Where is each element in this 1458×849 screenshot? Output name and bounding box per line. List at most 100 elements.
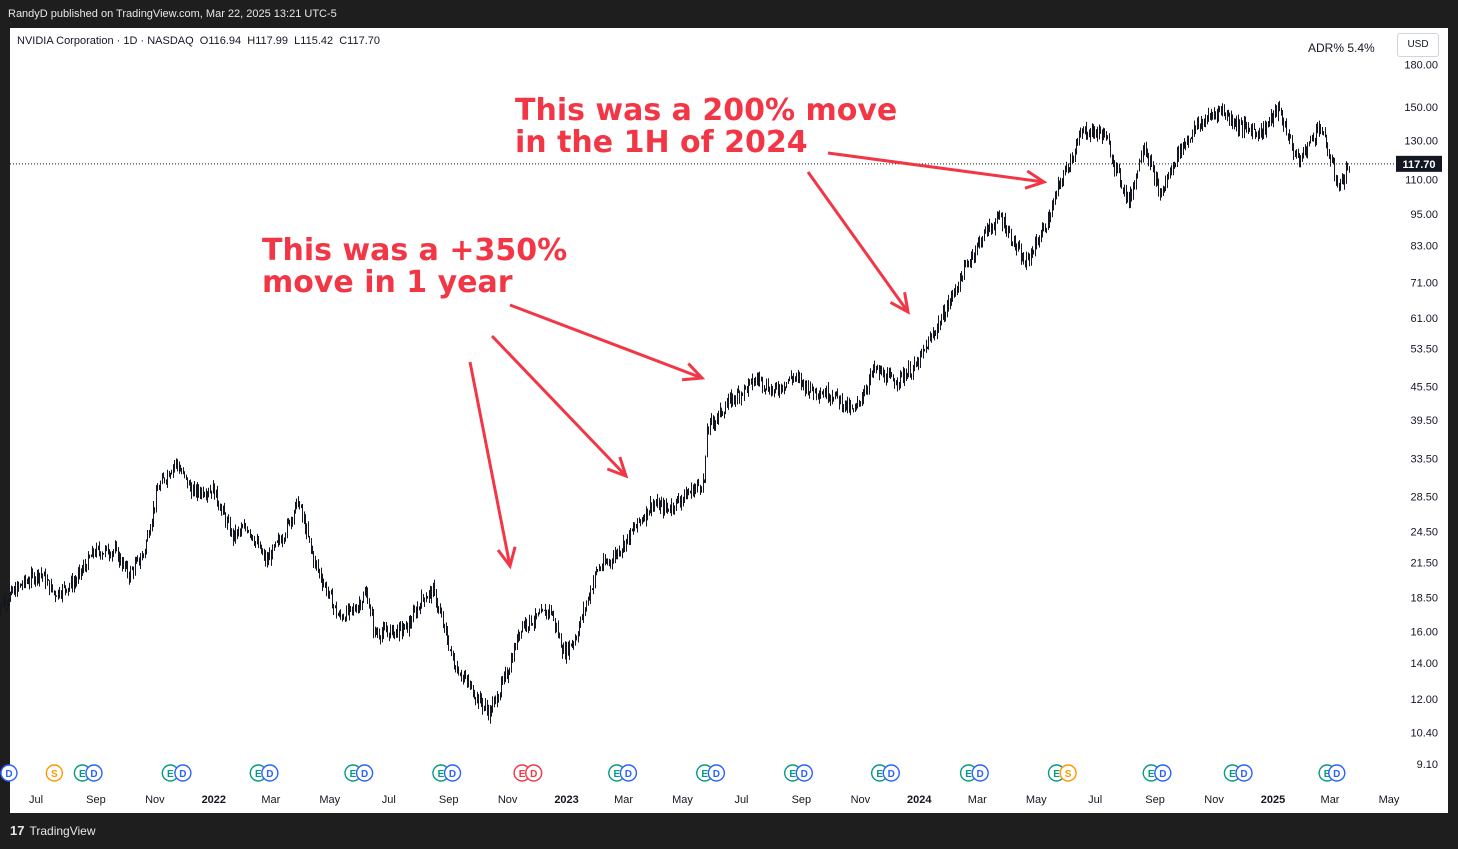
event-marker-icon xyxy=(1154,764,1172,782)
event-marker-icon xyxy=(971,764,989,782)
event-marker-label: E xyxy=(965,769,972,780)
x-tick-label: 2025 xyxy=(1261,794,1285,806)
x-tick-label: Jul xyxy=(29,794,43,806)
arrow-350pct-a-head xyxy=(681,362,706,382)
event-marker-icon xyxy=(45,764,64,782)
currency-button[interactable]: USD xyxy=(1397,33,1439,57)
annotation-350pct-line1: This was a +350% xyxy=(262,233,567,268)
arrow-200pct-a-head xyxy=(1024,169,1048,190)
annotation-350pct-line2: move in 1 year xyxy=(262,265,513,300)
event-marker-icon xyxy=(795,764,813,782)
x-tick-label: Jul xyxy=(1088,794,1102,806)
published-info: RandyD published on TradingView.com, Mar… xyxy=(8,8,337,20)
footer-brand[interactable]: 17 TradingView xyxy=(10,823,96,838)
candles xyxy=(0,100,1350,724)
y-tick-label: 18.50 xyxy=(1410,593,1438,605)
last-price-tag xyxy=(1396,155,1442,172)
time-axis[interactable]: Jul Sep Nov 2022 Mar May Jul Sep Nov 2023 Mar May Ju… xyxy=(29,794,1400,806)
x-tick-label: Nov xyxy=(145,794,165,806)
event-marker-label: E xyxy=(1053,769,1060,780)
event-marker-label: D xyxy=(90,769,97,780)
event-marker-label: E xyxy=(167,769,174,780)
arrow-350pct-c-head xyxy=(496,546,517,570)
event-marker-label: D xyxy=(625,769,632,780)
x-tick-label: May xyxy=(672,794,693,806)
y-tick-label: 45.50 xyxy=(1410,382,1438,394)
event-marker-label: D xyxy=(361,769,368,780)
chart-frame[interactable] xyxy=(10,28,1448,813)
annotation-arrows xyxy=(468,151,1048,570)
annotation-200pct[interactable]: This was a 200% move in the 1H of 2024 xyxy=(515,93,897,160)
symbol-legend: NVIDIA Corporation · 1D · NASDAQ O116.94… xyxy=(17,35,380,47)
event-marker-label: S xyxy=(1065,769,1072,780)
event-marker-icon xyxy=(619,764,638,782)
event-marker-icon xyxy=(443,764,462,782)
x-tick-label: 2024 xyxy=(907,794,932,806)
last-price-label: 117.70 xyxy=(1402,159,1435,171)
event-marker-label: E xyxy=(350,769,357,780)
event-marker-label: E xyxy=(701,769,708,780)
event-marker-icon xyxy=(261,764,279,782)
y-tick-label: 14.00 xyxy=(1410,658,1438,670)
arrow-350pct-a xyxy=(509,303,703,380)
event-marker-label: E xyxy=(79,769,86,780)
event-marker-icon xyxy=(707,764,726,782)
price-axis[interactable]: 180.00 150.00 130.00 110.00 95.00 83.00 71.00 6… xyxy=(1404,59,1438,771)
y-tick-label: 95.00 xyxy=(1410,209,1438,221)
event-marker-label: E xyxy=(613,769,620,780)
adr-indicator: ADR% 5.4% xyxy=(1308,41,1375,55)
annotation-350pct[interactable]: This was a +350% move in 1 year xyxy=(262,233,567,300)
event-marker-label: D xyxy=(1159,769,1166,780)
arrow-350pct-b-head xyxy=(606,456,629,479)
event-marker-icon xyxy=(85,764,103,782)
event-marker-label: D xyxy=(1240,769,1247,780)
event-marker-label: E xyxy=(876,769,883,780)
event-marker-label: E xyxy=(789,769,796,780)
y-tick-label: 61.00 xyxy=(1410,313,1438,325)
x-tick-label: Nov xyxy=(1204,794,1224,806)
event-marker-label: D xyxy=(449,769,456,780)
x-tick-label: 2022 xyxy=(202,794,226,806)
y-tick-label: 12.00 xyxy=(1410,694,1438,706)
y-tick-label: 10.40 xyxy=(1410,728,1438,740)
y-tick-label: 28.50 xyxy=(1410,491,1438,503)
x-tick-label: Sep xyxy=(792,794,812,806)
event-marker-label: D xyxy=(713,769,720,780)
x-tick-label: 2023 xyxy=(554,794,578,806)
tradingview-logo-icon: 17 xyxy=(10,823,25,838)
event-marker-label: D xyxy=(1333,769,1340,780)
event-marker-icon xyxy=(524,764,543,782)
y-tick-label: 9.10 xyxy=(1417,759,1438,771)
event-marker-label: D xyxy=(977,769,984,780)
x-tick-label: Mar xyxy=(614,794,633,806)
x-tick-label: Nov xyxy=(498,794,518,806)
event-marker-icon xyxy=(1235,764,1253,782)
event-marker-icon xyxy=(174,764,192,782)
y-tick-label: 21.50 xyxy=(1410,557,1438,569)
y-tick-label: 83.00 xyxy=(1410,241,1438,253)
event-marker-icon xyxy=(1328,764,1346,782)
arrow-200pct-a xyxy=(827,151,1045,184)
x-tick-label: Mar xyxy=(1321,794,1340,806)
x-tick-label: Jul xyxy=(734,794,748,806)
event-marker-label: E xyxy=(1229,769,1236,780)
event-marker-label: E xyxy=(1148,769,1155,780)
y-tick-label: 110.00 xyxy=(1405,175,1438,187)
top-bar: RandyD published on TradingView.com, Mar… xyxy=(0,0,1458,28)
y-tick-label: 180.00 xyxy=(1404,59,1438,71)
event-marker-icon xyxy=(882,764,900,782)
y-tick-label: 39.50 xyxy=(1410,415,1438,427)
y-tick-label: 130.00 xyxy=(1404,136,1438,148)
y-tick-label: 33.50 xyxy=(1410,453,1438,465)
annotation-200pct-line1: This was a 200% move xyxy=(515,93,897,128)
event-marker-label: E xyxy=(438,769,445,780)
x-tick-label: Jul xyxy=(382,794,396,806)
x-tick-label: May xyxy=(1379,794,1400,806)
x-tick-label: Sep xyxy=(439,794,459,806)
event-marker-label: E xyxy=(1324,769,1331,780)
event-marker-label: D xyxy=(266,769,273,780)
x-tick-label: Mar xyxy=(261,794,280,806)
x-tick-label: Nov xyxy=(851,794,871,806)
x-tick-label: Sep xyxy=(1145,794,1165,806)
